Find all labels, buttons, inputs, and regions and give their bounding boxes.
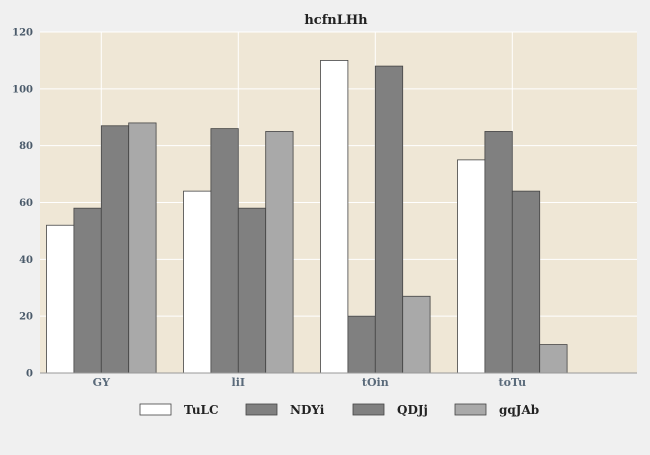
y-tick-label: 80 (19, 141, 33, 152)
legend-label: TuLC (184, 403, 219, 417)
x-axis-ticks: GY liI tOin toTu (93, 376, 526, 389)
y-tick-label: 120 (12, 28, 33, 39)
legend-swatch (352, 403, 385, 416)
x-tick-label: tOin (362, 376, 389, 389)
bars (46, 60, 568, 374)
bar-NDYi-GY (73, 207, 102, 374)
legend-swatch (245, 403, 278, 416)
y-tick-label: 60 (19, 198, 33, 209)
chart-title: hcfnLHh (304, 13, 368, 28)
y-tick-label: 20 (19, 312, 33, 323)
y-tick-label: 40 (19, 255, 33, 266)
legend-label: QDJj (397, 403, 428, 417)
x-tick-label: toTu (499, 376, 527, 389)
y-tick-label: 0 (26, 369, 33, 380)
x-tick-label: liI (232, 376, 246, 389)
bar-gqJAb-liI (265, 131, 294, 374)
bar-TuLC-liI (183, 190, 212, 374)
y-axis-ticks: 0 20 40 60 80 100 120 (12, 28, 33, 380)
bar-QDJj-liI (237, 207, 267, 374)
bar-QDJj-tOin (374, 65, 404, 374)
legend-label: gqJAb (499, 403, 539, 417)
y-tick-label: 100 (12, 84, 33, 95)
bar-gqJAb-GY (128, 122, 157, 374)
bar-QDJj-toTu (511, 190, 541, 374)
x-tick-label: GY (93, 376, 110, 389)
legend-label: NDYi (290, 403, 325, 417)
bar-QDJj-GY (100, 125, 130, 374)
bar-NDYi-liI (210, 128, 239, 374)
bar-TuLC-tOin (320, 60, 349, 374)
bar-NDYi-toTu (484, 131, 513, 374)
bar-gqJAb-tOin (402, 295, 431, 374)
legend-swatch (139, 403, 172, 416)
bar-TuLC-GY (46, 224, 75, 374)
bar-gqJAb-toTu (539, 344, 568, 374)
legend-swatch (454, 403, 487, 416)
bar-TuLC-toTu (457, 159, 486, 374)
bar-NDYi-tOin (347, 315, 376, 374)
legend: TuLC NDYi QDJj gqJAb (139, 403, 539, 417)
